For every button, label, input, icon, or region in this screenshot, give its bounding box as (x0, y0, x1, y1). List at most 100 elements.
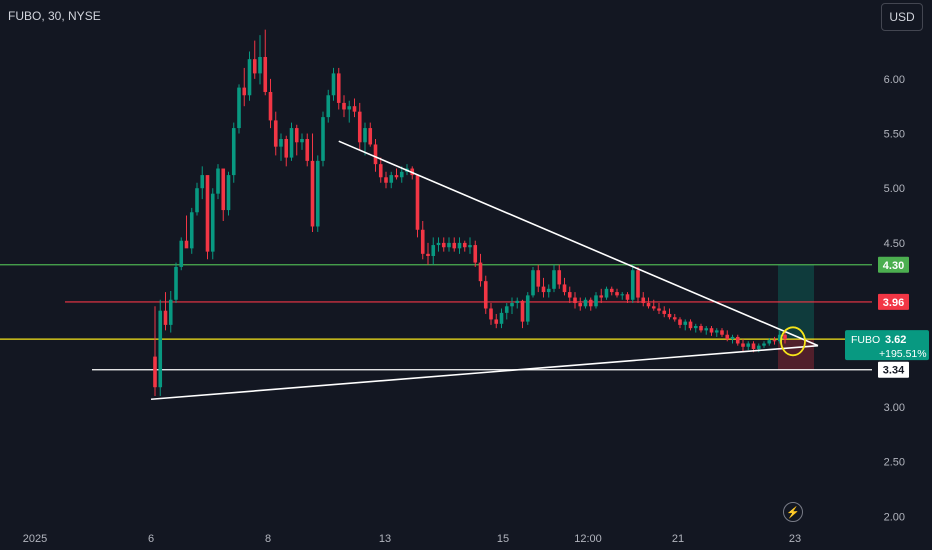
lightning-icon[interactable]: ⚡ (783, 502, 803, 522)
y-tick-label: 5.50 (884, 129, 905, 141)
candle-body (247, 59, 252, 96)
candle-body (557, 270, 562, 285)
candle-body (473, 245, 478, 263)
candle-body (683, 321, 688, 325)
candle-body (305, 139, 310, 161)
candle-body (284, 139, 289, 158)
candle-body (242, 87, 247, 96)
candle-body (678, 319, 682, 325)
candle-body (651, 306, 656, 309)
candle-body (237, 87, 241, 129)
candle-body (336, 73, 341, 103)
candle-body (746, 343, 751, 347)
candle-body (756, 345, 761, 349)
candle-body (368, 128, 373, 145)
x-tick-label: 23 (789, 533, 801, 545)
candle-body (767, 340, 772, 344)
candle-body (657, 308, 661, 311)
candle-body (347, 106, 352, 110)
level-label: 3.96 (883, 297, 904, 309)
candle-body (189, 212, 194, 249)
candle-body (562, 284, 567, 293)
candle-body (751, 343, 756, 349)
candle-body (541, 286, 546, 293)
candle-body (741, 343, 745, 347)
candle-body (205, 175, 210, 252)
highlight-circle (780, 326, 806, 357)
candle-body (310, 160, 315, 227)
candle-body (641, 297, 646, 304)
candle-body (536, 270, 541, 287)
candle-body (452, 242, 457, 249)
y-tick-label: 2.00 (884, 511, 905, 523)
candle-body (720, 330, 724, 335)
x-tick-label: 8 (265, 533, 271, 545)
current-price-symbol: FUBO (851, 334, 880, 346)
candle-body (625, 294, 630, 300)
candle-body (168, 299, 173, 325)
candle-body (163, 310, 168, 325)
candle-body (594, 295, 598, 307)
candle-body (630, 270, 635, 300)
candle-body (583, 299, 588, 307)
candle-body (525, 295, 530, 322)
candle-body (363, 128, 367, 143)
candle-body (389, 175, 394, 183)
y-tick-label: 6.00 (884, 74, 905, 86)
candle-body (279, 139, 283, 147)
candle-body (546, 288, 551, 293)
candle-body (331, 73, 336, 96)
candle-body (158, 310, 163, 388)
candle-body (231, 128, 236, 176)
price-labels: 4.30 3.96 3.34 FUBO 3.62 +195.51% (845, 256, 929, 378)
candle-body (399, 171, 404, 178)
candle-body (268, 91, 273, 121)
y-tick-label: 4.50 (884, 238, 905, 250)
currency-button[interactable]: USD (881, 3, 923, 31)
candle-body (636, 270, 640, 298)
candle-body (520, 300, 525, 322)
candle-body (258, 56, 262, 74)
candle-body (588, 299, 593, 307)
candle-body (510, 303, 514, 307)
candle-body (226, 175, 231, 211)
candle-body (263, 56, 268, 92)
candle-body (615, 292, 619, 296)
y-tick-label: 5.00 (884, 183, 905, 195)
trendlines (150, 140, 819, 401)
candle-body (578, 303, 583, 307)
candle-body (441, 242, 446, 248)
candle-body (646, 303, 651, 307)
candle-body (704, 328, 709, 331)
candle-body (321, 117, 325, 161)
candle-body (252, 59, 257, 74)
level-label: 4.30 (883, 260, 904, 272)
candle-body (609, 288, 614, 293)
y-tick-label: 2.50 (884, 457, 905, 469)
candles (153, 29, 787, 396)
candle-body (457, 242, 462, 249)
horizontal-levels (0, 264, 872, 371)
candle-body (216, 168, 220, 194)
candle-body (431, 245, 436, 257)
candle-body (573, 297, 577, 304)
candle-body (420, 229, 425, 254)
x-tick-label: 2025 (23, 533, 47, 545)
candle-body (772, 340, 777, 342)
candle-body (688, 321, 693, 329)
candle-body (504, 306, 509, 313)
candle-body (599, 295, 604, 298)
candle-body (483, 281, 488, 309)
level-label-bg (878, 256, 909, 273)
candle-body (672, 317, 677, 320)
candle-body (662, 310, 667, 314)
candle-body (153, 356, 157, 388)
candle-body (489, 308, 493, 320)
x-tick-label: 21 (672, 533, 684, 545)
trendline-descending-resistance (338, 140, 819, 347)
candle-body (620, 294, 625, 296)
candle-body (667, 313, 672, 318)
candle-body (273, 120, 278, 147)
level-label-bg (878, 293, 909, 310)
